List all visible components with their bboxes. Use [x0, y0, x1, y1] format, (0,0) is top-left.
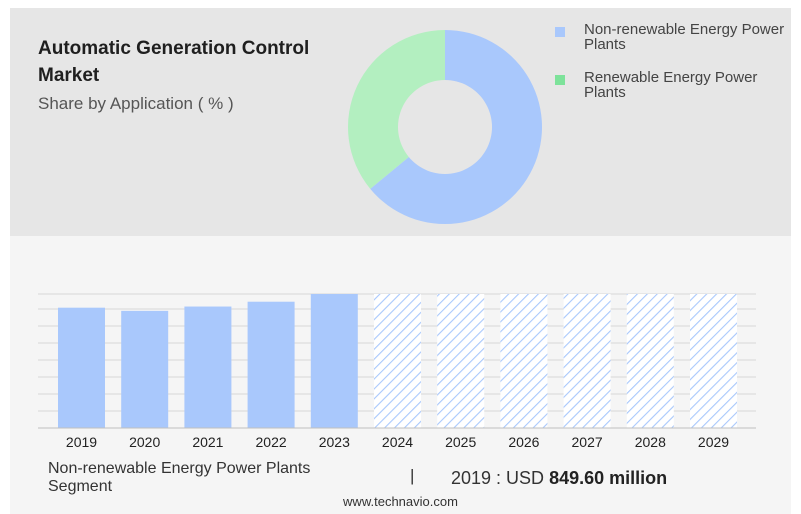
bar-2028 [626, 294, 674, 428]
bar-2019 [58, 307, 105, 428]
legend-swatch-renewable [555, 75, 565, 85]
bar-2022 [247, 301, 295, 428]
x-tick-label-2027: 2027 [572, 434, 603, 450]
x-tick-label-2024: 2024 [382, 434, 413, 450]
legend-swatch-non-renewable [555, 27, 565, 37]
legend-label-renewable: Renewable Energy Power Plants [584, 69, 758, 101]
donut-slice-0 [370, 30, 542, 225]
x-tick-label-2021: 2021 [192, 434, 223, 450]
donut-slice-1 [348, 30, 445, 189]
chart-subtitle: Share by Application ( % ) [38, 94, 234, 113]
footer-value: 2019 : USD 849.60 million [451, 468, 667, 489]
x-tick-label-2022: 2022 [256, 434, 287, 450]
chart-title: Automatic Generation Control Market [38, 38, 310, 86]
footer-value-prefix: 2019 : USD [451, 468, 545, 488]
footer-value-amount: 849.60 million [549, 468, 668, 488]
x-tick-label-2025: 2025 [445, 434, 476, 450]
legend-label-non-renewable: Non-renewable Energy Power Plants [584, 21, 785, 53]
bar-2024 [374, 294, 421, 428]
bar-2025 [437, 294, 485, 428]
x-tick-label-2020: 2020 [129, 434, 160, 450]
bar-2020 [121, 310, 169, 428]
footer-segment-label: Non-renewable Energy Power Plants Segmen… [48, 460, 311, 495]
x-tick-label-2023: 2023 [319, 434, 350, 450]
x-tick-label-2029: 2029 [698, 434, 729, 450]
bar-2026 [500, 294, 548, 428]
footer-divider: | [410, 466, 415, 485]
bar-2023 [310, 294, 358, 428]
donut-chart [348, 30, 542, 225]
x-tick-label-2026: 2026 [508, 434, 539, 450]
bar-2021 [184, 306, 232, 428]
bar-2027 [563, 294, 611, 428]
source-link[interactable]: www.technavio.com [343, 494, 458, 509]
x-tick-label-2028: 2028 [635, 434, 666, 450]
x-tick-label-2019: 2019 [66, 434, 97, 450]
bar-2029 [690, 294, 737, 428]
